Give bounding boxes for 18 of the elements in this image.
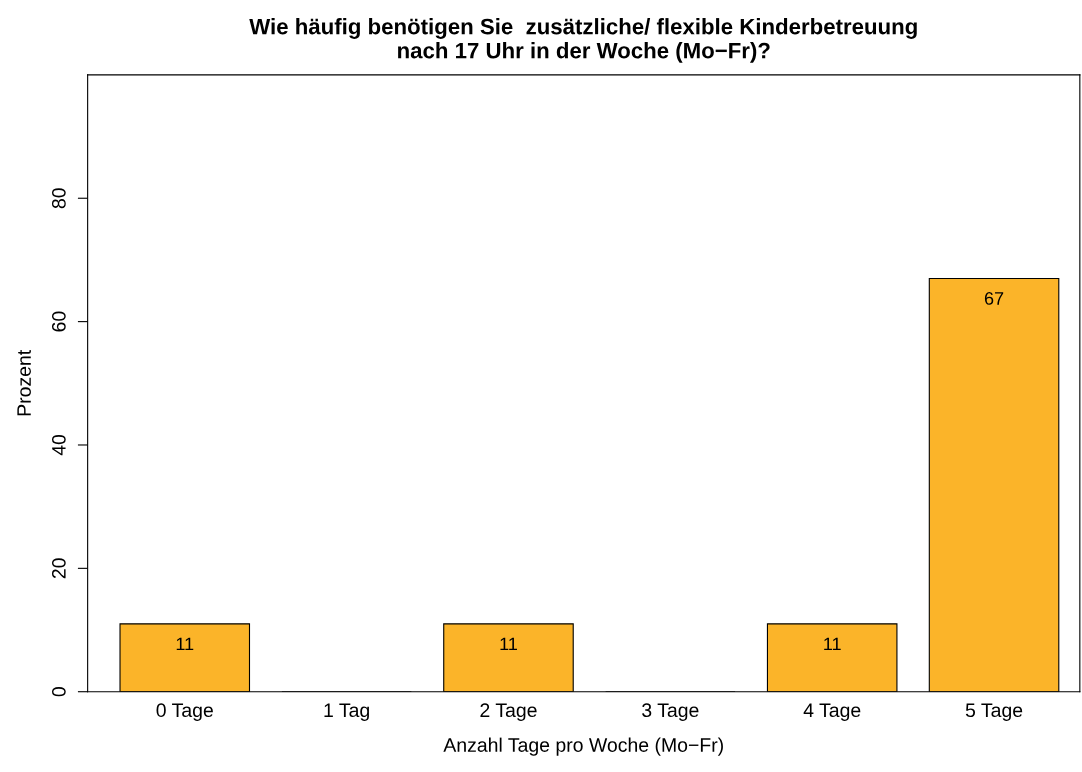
x-tick-label: 3 Tage [642,703,699,721]
data-label: 11 [824,637,841,651]
y-axis-title: Prozent [17,349,31,416]
y-tick-label: 40 [51,434,66,456]
x-tick-label: 2 Tage [480,703,537,721]
x-tick-label: 0 Tage [156,703,213,721]
x-tick-label: 5 Tage [965,703,1023,721]
x-tick-label: 4 Tage [803,703,861,721]
data-label: 67 [984,292,1004,305]
chart-title: Wie häufig benötigen Sie zusätzliche/ flexible Kinderbetreuung nach 17 Uhr in der Woche (Mo−Fr)? [249,18,917,63]
x-tick-label: 1 Tag [324,703,369,721]
x-axis-title: Anzahl Tage pro Woche (Mo−Fr) [443,737,723,756]
y-tick-label: 80 [51,188,66,209]
y-tick-label: 0 [51,687,66,697]
y-tick-label: 20 [51,558,66,579]
data-label: 11 [176,637,194,651]
y-tick-label: 60 [51,311,66,332]
data-label: 11 [500,637,517,651]
